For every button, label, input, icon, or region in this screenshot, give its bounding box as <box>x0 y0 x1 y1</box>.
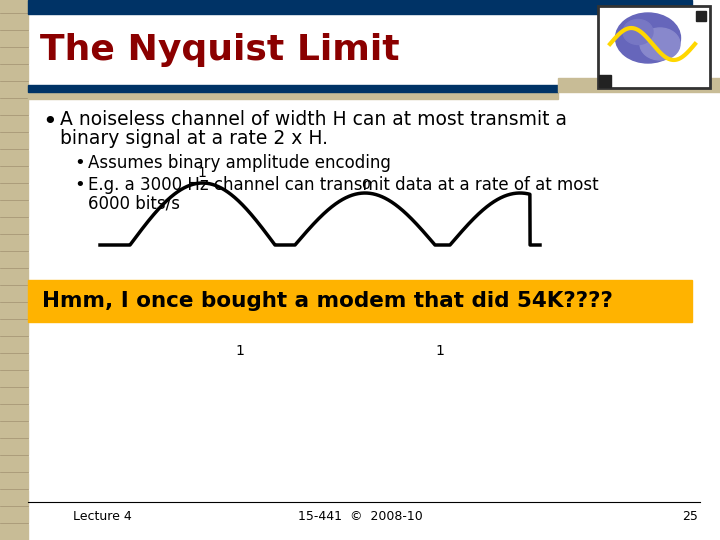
Text: •: • <box>74 176 85 194</box>
Text: E.g. a 3000 Hz channel can transmit data at a rate of at most: E.g. a 3000 Hz channel can transmit data… <box>88 176 598 194</box>
Bar <box>28 0 692 14</box>
Bar <box>0 371 28 387</box>
Text: 0: 0 <box>361 178 369 192</box>
Bar <box>0 490 28 506</box>
Bar <box>28 92 558 99</box>
Text: 1: 1 <box>235 344 244 358</box>
Bar <box>0 184 28 200</box>
Bar <box>696 11 706 21</box>
Bar <box>0 269 28 285</box>
Bar <box>28 85 558 92</box>
Bar <box>0 167 28 183</box>
Bar <box>0 48 28 64</box>
Bar <box>0 354 28 370</box>
Bar <box>558 78 720 92</box>
Bar <box>0 150 28 166</box>
Text: 1: 1 <box>436 344 444 358</box>
Text: •: • <box>74 154 85 172</box>
Bar <box>0 337 28 353</box>
Bar <box>0 422 28 438</box>
Bar <box>0 82 28 98</box>
Bar <box>0 439 28 455</box>
Text: Lecture 4: Lecture 4 <box>73 510 132 523</box>
Text: 25: 25 <box>682 510 698 523</box>
Text: binary signal at a rate 2 x H.: binary signal at a rate 2 x H. <box>60 129 328 148</box>
Text: 1: 1 <box>197 166 207 180</box>
Bar <box>0 388 28 404</box>
Bar <box>599 75 611 87</box>
Bar <box>0 524 28 540</box>
Bar <box>0 14 28 30</box>
Bar <box>0 286 28 302</box>
Text: Hmm, I once bought a modem that did 54K????: Hmm, I once bought a modem that did 54K?… <box>42 291 613 311</box>
Bar <box>0 405 28 421</box>
Text: Assumes binary amplitude encoding: Assumes binary amplitude encoding <box>88 154 391 172</box>
Bar <box>0 456 28 472</box>
Bar <box>0 116 28 132</box>
Text: A noiseless channel of width H can at most transmit a: A noiseless channel of width H can at mo… <box>60 110 567 129</box>
Ellipse shape <box>623 19 653 44</box>
Bar <box>0 99 28 115</box>
Text: 15-441  ©  2008-10: 15-441 © 2008-10 <box>297 510 423 523</box>
Bar <box>0 133 28 149</box>
Text: •: • <box>42 110 57 134</box>
Bar <box>0 507 28 523</box>
Text: The Nyquist Limit: The Nyquist Limit <box>40 33 400 67</box>
Ellipse shape <box>616 13 680 63</box>
Text: 6000 bits/s: 6000 bits/s <box>88 195 180 213</box>
Ellipse shape <box>640 28 680 60</box>
Bar <box>0 235 28 251</box>
Bar <box>0 201 28 217</box>
Bar <box>0 0 28 13</box>
Bar <box>0 65 28 81</box>
Bar <box>0 31 28 47</box>
Bar <box>0 303 28 319</box>
Bar <box>598 6 710 88</box>
Bar <box>28 280 692 322</box>
Bar <box>0 320 28 336</box>
Bar <box>0 473 28 489</box>
Bar <box>0 218 28 234</box>
Bar <box>0 252 28 268</box>
